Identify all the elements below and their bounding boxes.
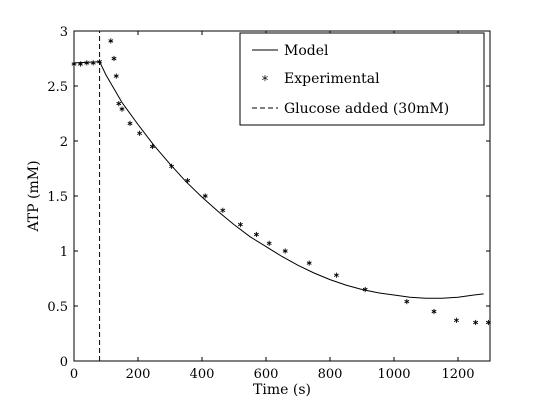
x-axis-label: Time (s)	[253, 382, 311, 398]
y-tick-label: 3	[60, 25, 68, 40]
experimental-point	[266, 240, 272, 246]
y-tick-label: 2.5	[47, 80, 68, 95]
legend-box	[239, 32, 485, 126]
y-tick-label: 1	[60, 245, 68, 260]
experimental-point	[220, 207, 226, 213]
experimental-point-stroke	[97, 60, 103, 64]
x-tick-label: 400	[190, 367, 215, 382]
legend-label-model: Model	[284, 43, 329, 59]
legend-label-glucose: Glucose added (30mM)	[284, 101, 449, 117]
experimental-point-stroke	[116, 101, 122, 106]
experimental-point	[404, 299, 410, 305]
x-tick-label: 0	[70, 367, 78, 382]
x-tick-label: 1200	[441, 367, 474, 382]
experimental-point-stroke	[404, 299, 410, 304]
experimental-point	[431, 308, 437, 315]
x-tick-label: 1000	[377, 367, 410, 382]
experimental-point	[202, 193, 208, 199]
experimental-point	[119, 106, 125, 112]
experimental-point-stroke	[253, 232, 259, 237]
experimental-point-stroke	[306, 261, 312, 265]
experimental-point	[84, 60, 90, 66]
y-tick-label: 2	[60, 135, 68, 150]
experimental-point-stroke	[185, 178, 191, 183]
experimental-point	[113, 73, 119, 79]
experimental-point	[282, 248, 288, 254]
experimental-point-stroke	[84, 61, 90, 65]
experimental-point	[362, 286, 368, 293]
plot-area	[71, 31, 491, 361]
y-tick-label: 0	[60, 355, 68, 370]
experimental-point	[253, 231, 259, 238]
experimental-point	[485, 319, 491, 326]
experimental-point-stroke	[108, 39, 114, 43]
experimental-point	[77, 61, 83, 67]
experimental-point-stroke	[431, 309, 437, 314]
experimental-point-stroke	[333, 273, 339, 277]
experimental-point-stroke	[71, 62, 77, 66]
legend-experimental-marker: *	[262, 74, 269, 89]
y-tick-label: 1.5	[47, 190, 68, 205]
experimental-point-stroke	[362, 287, 368, 292]
experimental-point	[149, 143, 155, 150]
experimental-point-stroke	[137, 131, 143, 135]
experimental-point	[306, 260, 312, 266]
experimental-point-stroke	[113, 74, 119, 78]
experimental-point-stroke	[77, 62, 83, 66]
experimental-point	[90, 60, 96, 66]
experimental-point-stroke	[282, 249, 288, 253]
experimental-point-stroke	[149, 144, 155, 149]
experimental-point-stroke	[111, 56, 117, 61]
experimental-point-stroke	[169, 164, 175, 168]
experimental-point	[127, 120, 133, 126]
experimental-point	[185, 178, 191, 184]
experimental-point-stroke	[237, 222, 243, 227]
experimental-point	[108, 38, 114, 44]
x-tick-label: 600	[254, 367, 279, 382]
x-tick-label: 800	[318, 367, 343, 382]
experimental-point	[116, 101, 122, 107]
experimental-point-stroke	[127, 121, 133, 126]
legend: * Model Experimental Glucose added (30mM…	[239, 32, 485, 126]
experimental-point-stroke	[473, 320, 479, 325]
experimental-point-stroke	[220, 208, 226, 212]
experimental-point-stroke	[202, 194, 208, 198]
experimental-point-stroke	[485, 320, 491, 325]
experimental-point-stroke	[453, 318, 459, 322]
legend-label-experimental: Experimental	[284, 71, 380, 87]
experimental-point	[137, 130, 143, 136]
experimental-point	[333, 272, 339, 278]
experimental-point	[237, 222, 243, 228]
y-axis-label: ATP (mM)	[26, 160, 42, 232]
experimental-point	[473, 319, 479, 326]
tick-labels: 0 200 400 600 800 1000 1200 0 0.5 1 1.5 2 2.5 3	[47, 25, 474, 382]
experimental-point-stroke	[119, 107, 125, 111]
experimental-point	[111, 55, 117, 62]
experimental-point	[169, 163, 175, 169]
experimental-point	[453, 317, 459, 323]
experimental-point-stroke	[90, 61, 96, 65]
experimental-point	[97, 59, 103, 65]
experimental-point-stroke	[266, 241, 272, 245]
model-line	[73, 61, 484, 299]
y-tick-label: 0.5	[47, 300, 68, 315]
experimental-point	[71, 61, 77, 67]
x-tick-label: 200	[126, 367, 151, 382]
